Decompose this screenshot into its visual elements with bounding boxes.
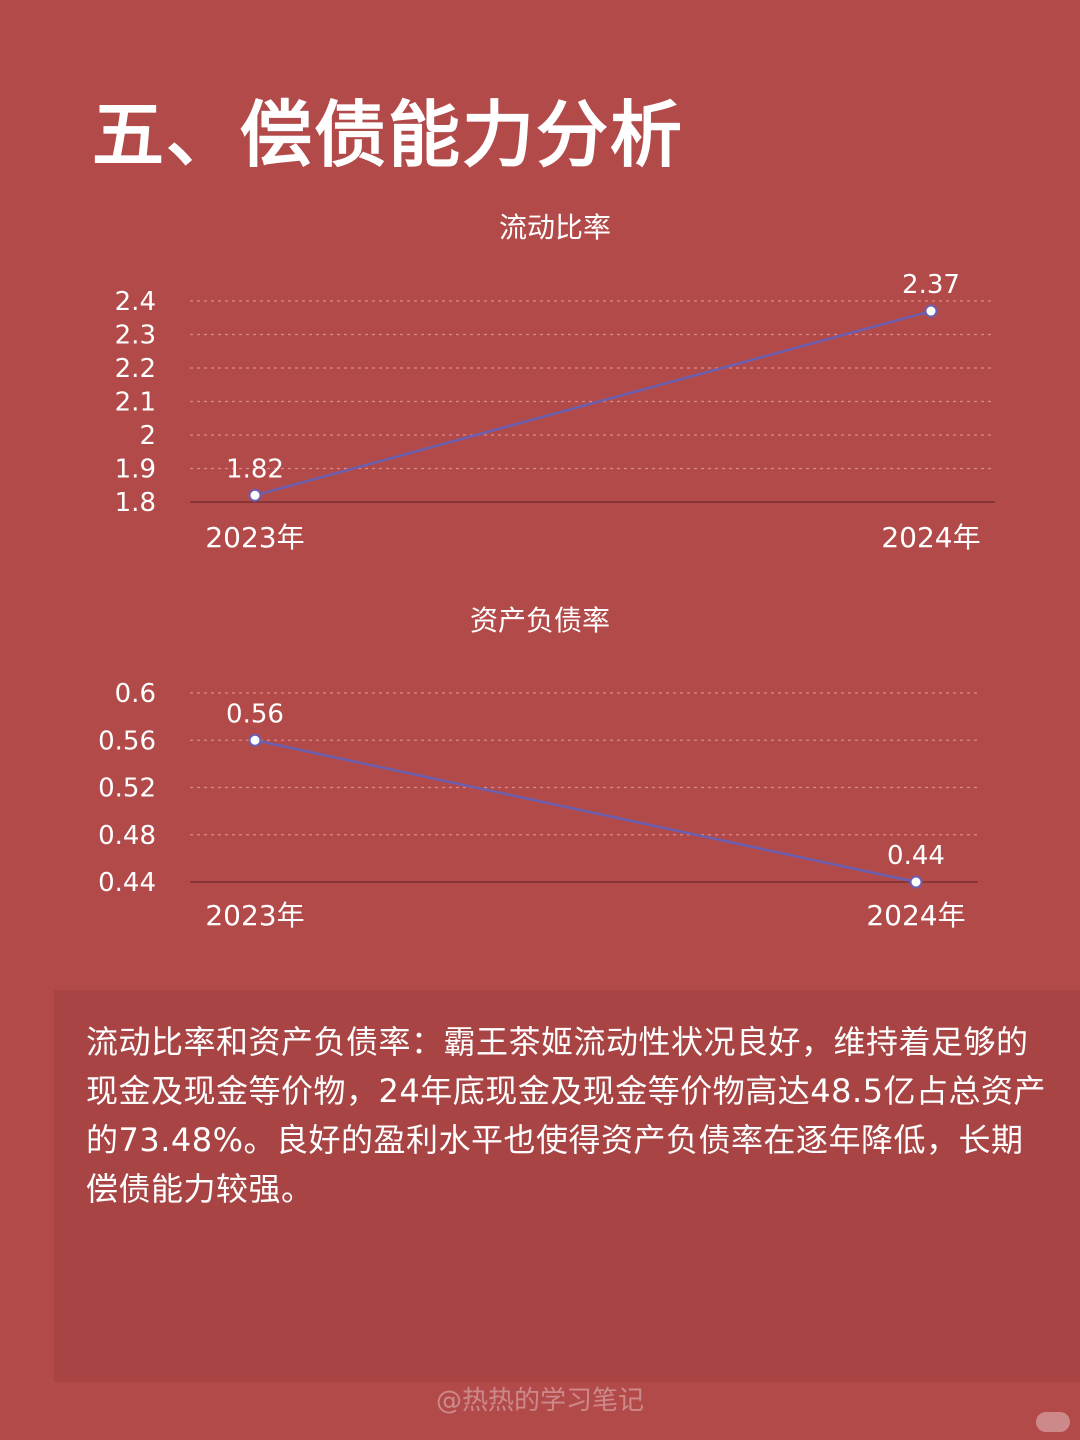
watermark: @热热的学习笔记	[435, 1386, 644, 1416]
x-category-label: 2024年	[881, 521, 980, 554]
y-tick-label: 0.44	[98, 868, 156, 898]
chart-title: 资产负债率	[470, 604, 610, 637]
y-tick-label: 2	[139, 421, 156, 451]
data-label: 0.44	[887, 841, 945, 871]
series-line	[254, 309, 932, 497]
debt-ratio-chart: 资产负债率 0.44 0.48 0.52 0.56 0.6 0.56 2023年 0.44 202…	[0, 590, 1080, 950]
y-tick-label: 1.8	[115, 488, 156, 518]
current-ratio-chart: 流动比率 1.8 1.9 2 2.1 2.2 2.3 2.4 1.82 2023年 2.37 2024…	[0, 195, 1080, 565]
data-label: 2.37	[902, 270, 960, 300]
y-tick-label: 1.9	[115, 455, 156, 485]
x-category-label: 2023年	[205, 521, 304, 554]
data-label: 1.82	[226, 454, 284, 484]
data-label: 0.56	[226, 699, 284, 729]
y-tick-label: 0.52	[98, 774, 156, 804]
data-point	[248, 488, 262, 502]
y-tick-label: 0.6	[115, 679, 156, 709]
x-category-label: 2024年	[866, 899, 965, 932]
analysis-panel: 流动比率和资产负债率：霸王茶姬流动性状况良好，维持着足够的现金及现金等价物，24…	[54, 990, 1080, 1382]
data-point	[924, 304, 938, 318]
data-point	[248, 733, 262, 747]
y-tick-label: 2.4	[115, 287, 156, 317]
corner-badge-icon	[1036, 1412, 1070, 1432]
analysis-text: 流动比率和资产负债率：霸王茶姬流动性状况良好，维持着足够的现金及现金等价物，24…	[86, 1023, 1046, 1208]
data-point	[909, 875, 923, 889]
y-tick-label: 0.56	[98, 726, 156, 756]
y-tick-label: 2.1	[115, 388, 156, 418]
debt-ratio-chart-svg: 资产负债率 0.44 0.48 0.52 0.56 0.6 0.56 2023年 0.44 202…	[98, 604, 978, 932]
x-category-label: 2023年	[205, 899, 304, 932]
series-line	[254, 739, 917, 884]
y-tick-label: 2.2	[115, 354, 156, 384]
y-tick-label: 0.48	[98, 821, 156, 851]
y-tick-label: 2.3	[115, 321, 156, 351]
current-ratio-chart-svg: 流动比率 1.81.9 22.1 2.22.3 2.4 1.82 2023年 2.37 2024…	[115, 211, 995, 554]
page-title: 五、偿债能力分析	[92, 93, 685, 177]
chart-title: 流动比率	[499, 211, 611, 244]
